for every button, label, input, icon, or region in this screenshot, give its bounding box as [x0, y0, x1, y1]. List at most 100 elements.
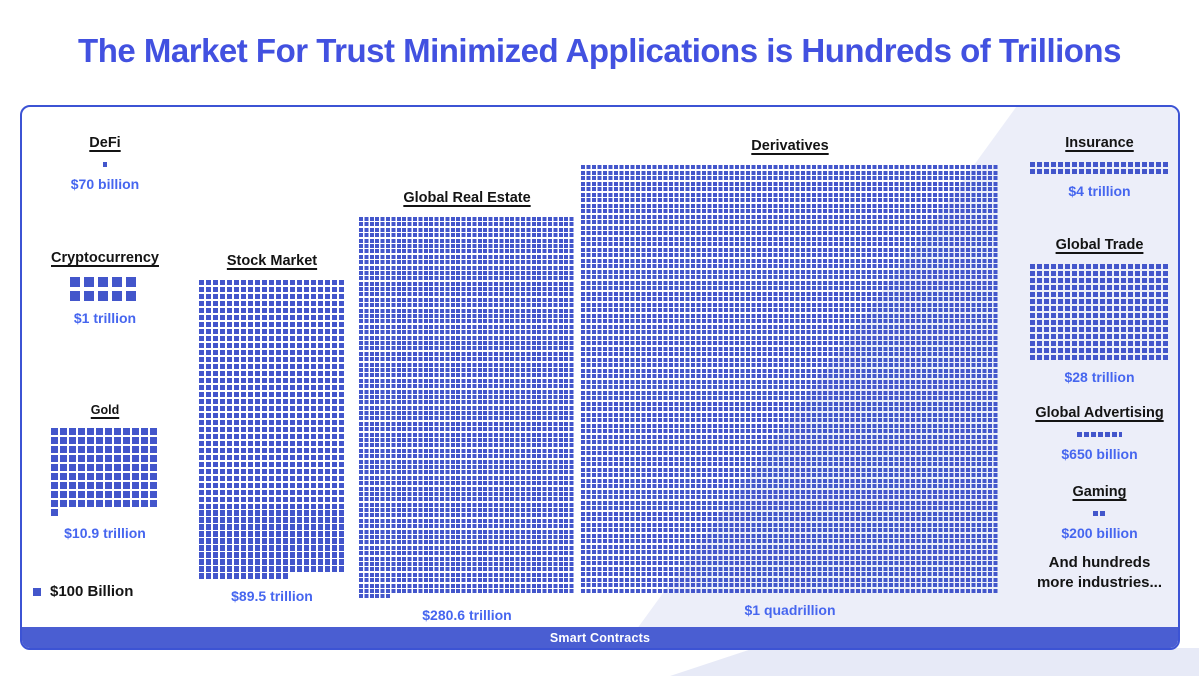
grid-row — [198, 314, 346, 321]
grid-row — [359, 438, 575, 443]
grid-row — [198, 426, 346, 432]
market-grid — [198, 280, 346, 579]
grid-row — [581, 286, 999, 290]
grid-row — [359, 243, 575, 248]
grid-row — [581, 572, 999, 576]
grid-row — [359, 432, 575, 437]
grid-row — [198, 510, 346, 516]
market-value: $89.5 trillion — [231, 587, 313, 604]
market-global-trade: Global Trade $28 trillion — [1022, 237, 1177, 385]
grid-row — [1029, 291, 1170, 298]
grid-row — [359, 276, 575, 281]
grid-row — [581, 291, 999, 296]
grid-row — [581, 368, 999, 373]
market-label: DeFi — [89, 135, 121, 151]
grid-row — [581, 390, 999, 395]
grid-row — [359, 303, 575, 308]
grid-row — [51, 455, 159, 462]
grid-row — [359, 475, 575, 480]
page-title: The Market For Trust Minimized Applicati… — [78, 32, 1121, 69]
grid-row — [581, 484, 999, 488]
grid-row — [359, 535, 575, 540]
market-value: $650 billion — [1061, 446, 1138, 463]
grid-row — [1029, 264, 1170, 270]
grid-row — [359, 340, 575, 345]
grid-row — [581, 302, 999, 307]
grid-row — [359, 405, 575, 410]
grid-row — [359, 427, 575, 432]
grid-row — [198, 566, 346, 572]
grid-row — [198, 461, 346, 467]
grid-row — [359, 562, 575, 566]
grid-row — [359, 222, 575, 227]
grid-row — [198, 300, 346, 307]
market-grid — [70, 277, 140, 301]
grid-row — [581, 495, 999, 499]
grid-row — [359, 254, 575, 259]
grid-row — [51, 464, 159, 471]
market-value: $1 quadrillion — [744, 601, 836, 618]
grid-row — [198, 482, 346, 488]
grid-row — [359, 394, 575, 399]
grid-row — [359, 297, 575, 302]
grid-row — [581, 187, 999, 191]
grid-row — [1029, 305, 1170, 312]
grid-row — [1029, 168, 1170, 175]
grid-row — [198, 307, 346, 314]
grid-row — [1092, 511, 1107, 517]
grid-row — [581, 308, 999, 312]
grid-row — [359, 362, 575, 367]
grid-row — [1029, 354, 1170, 360]
grid-row — [359, 508, 575, 513]
grid-row — [581, 577, 999, 582]
grid-row — [581, 418, 999, 422]
grid-row — [198, 280, 346, 286]
grid-row — [1029, 277, 1170, 284]
grid-row — [581, 352, 999, 356]
grid-row — [198, 454, 346, 460]
grid-row — [359, 486, 575, 491]
grid-row — [581, 445, 999, 450]
grid-row — [581, 401, 999, 406]
grid-row — [359, 308, 575, 313]
legend-label: $100 Billion — [50, 583, 134, 600]
grid-row — [581, 280, 999, 285]
grid-row — [1029, 298, 1170, 305]
grid-row — [359, 270, 575, 275]
market-value: $200 billion — [1061, 525, 1138, 542]
grid-row — [51, 473, 159, 480]
grid-row — [581, 335, 999, 340]
grid-row — [581, 253, 999, 257]
grid-row — [51, 500, 159, 507]
grid-row — [359, 384, 575, 389]
grid-row — [359, 464, 575, 469]
grid-row — [1029, 284, 1170, 291]
legend: $100 Billion — [33, 583, 133, 600]
grid-row — [581, 346, 999, 351]
grid-row — [359, 513, 575, 518]
more-industries-note: And hundreds more industries... — [1036, 554, 1163, 591]
grid-row — [359, 567, 575, 572]
grid-row — [198, 321, 346, 328]
grid-row — [581, 297, 999, 301]
grid-row — [70, 277, 140, 287]
chart-panel: DeFi $70 billion Cryptocurrency $1 trill… — [20, 105, 1180, 650]
grid-row — [359, 416, 575, 421]
grid-row — [581, 330, 999, 334]
grid-row — [198, 475, 346, 481]
grid-row — [1029, 333, 1170, 340]
grid-row — [359, 529, 575, 534]
grid-row — [359, 470, 575, 475]
grid-row — [359, 249, 575, 254]
grid-row — [51, 428, 159, 435]
grid-row — [581, 561, 999, 565]
grid-row — [198, 342, 346, 349]
grid-row — [581, 181, 999, 186]
grid-row — [51, 509, 60, 516]
grid-row — [581, 379, 999, 384]
grid-row — [198, 370, 346, 376]
grid-row — [359, 389, 575, 394]
grid-row — [359, 448, 575, 453]
market-grid — [51, 428, 159, 516]
grid-row — [359, 233, 575, 238]
